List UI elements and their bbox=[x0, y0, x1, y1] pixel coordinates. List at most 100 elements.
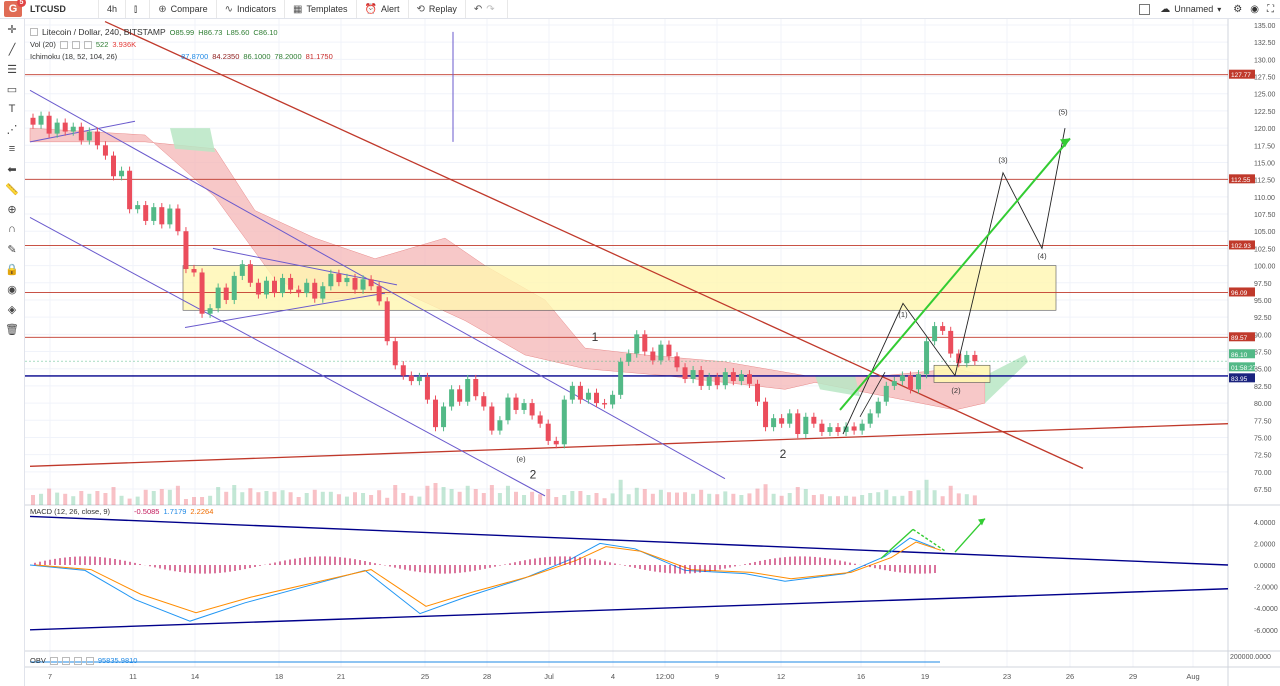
camera-icon[interactable]: ◉ bbox=[1250, 3, 1259, 15]
trash-icon[interactable]: 🗑 bbox=[5, 323, 19, 336]
candlesticks bbox=[30, 111, 978, 449]
candle-body bbox=[78, 126, 84, 141]
symbol-search[interactable]: LTCUSD bbox=[22, 0, 99, 18]
interval-button[interactable]: 4h bbox=[99, 0, 127, 18]
volume-bar bbox=[610, 493, 615, 505]
time-tick-label: 23 bbox=[1003, 672, 1011, 681]
crosshair-icon[interactable]: ✛ bbox=[7, 23, 17, 36]
templates-button[interactable]: ▦ Templates bbox=[285, 0, 357, 18]
vol-visibility-icon[interactable] bbox=[59, 40, 68, 49]
vol-close-icon[interactable] bbox=[83, 40, 92, 49]
candle-body bbox=[272, 280, 277, 294]
candle-body bbox=[481, 396, 487, 407]
rectangle-icon[interactable]: ▭ bbox=[6, 83, 18, 96]
pencil-lock-icon[interactable]: ✎ bbox=[7, 243, 17, 256]
price-chart[interactable]: 4.00002.00000.0000-2.0000-4.0000-6.0000 … bbox=[25, 19, 1280, 686]
layers-icon[interactable]: ◈ bbox=[7, 303, 17, 316]
undo-icon[interactable]: ↶ bbox=[473, 3, 483, 15]
volume-bar bbox=[505, 485, 510, 505]
magnet-icon[interactable]: ∩ bbox=[8, 223, 16, 235]
ichimoku-value-5: 81.1750 bbox=[305, 52, 333, 61]
vol-settings-icon[interactable] bbox=[71, 40, 80, 49]
channel-lower bbox=[29, 217, 546, 497]
volume-bar bbox=[183, 499, 188, 505]
layout-name[interactable]: Unnamed bbox=[1174, 4, 1214, 14]
candle-body bbox=[706, 376, 712, 386]
obv-more-icon[interactable] bbox=[85, 656, 94, 665]
fullscreen-icon[interactable]: ⛶ bbox=[1267, 3, 1274, 15]
price-tick-label: 100.00 bbox=[1254, 264, 1276, 271]
horizontal-levels bbox=[25, 31, 1228, 377]
candle-body bbox=[86, 131, 92, 141]
obv-settings-icon[interactable] bbox=[61, 656, 70, 665]
volume-bar bbox=[779, 495, 784, 505]
lock-icon[interactable]: 🔒 bbox=[5, 263, 19, 276]
candle-body bbox=[835, 427, 841, 432]
candle-body bbox=[795, 413, 801, 435]
candle-body bbox=[698, 370, 704, 386]
wave-label: (1) bbox=[898, 310, 908, 319]
text-icon[interactable]: T bbox=[8, 103, 16, 115]
volume-bar bbox=[87, 493, 92, 505]
candle-body bbox=[344, 277, 350, 283]
candle-body bbox=[199, 272, 205, 314]
alert-button[interactable]: ⏰ Alert bbox=[357, 0, 409, 18]
volume-bar bbox=[288, 492, 293, 505]
volume-bar bbox=[860, 495, 865, 505]
trendline-icon[interactable]: ╱ bbox=[8, 43, 16, 56]
volume-bar bbox=[256, 492, 261, 505]
arrow-left-icon[interactable]: ⬅ bbox=[7, 163, 17, 176]
zoom-icon[interactable]: ⊕ bbox=[7, 203, 17, 216]
wave-labels: (1) (2) (3) (4) (5) 1 2 (e) 2 bbox=[516, 107, 1068, 481]
volume-bar bbox=[192, 497, 196, 505]
volume-bar bbox=[401, 493, 406, 505]
candle-body bbox=[626, 353, 632, 362]
macd-trend-lower bbox=[29, 588, 1229, 631]
volume-bar bbox=[940, 496, 945, 505]
candle-body bbox=[972, 354, 978, 362]
fib-icon[interactable]: ≡ bbox=[8, 143, 16, 155]
candle-body bbox=[336, 273, 342, 283]
time-tick-label: 19 bbox=[921, 672, 929, 681]
volume-bar bbox=[626, 494, 631, 505]
candle-body bbox=[738, 374, 744, 382]
candle-body bbox=[940, 326, 946, 331]
collapse-icon[interactable] bbox=[30, 28, 38, 36]
candle-body bbox=[473, 379, 479, 397]
candle-body bbox=[561, 399, 567, 445]
volume-bar bbox=[135, 496, 140, 505]
gear-icon[interactable]: ⚙ bbox=[1233, 3, 1243, 15]
app-logo[interactable]: G 5 bbox=[4, 0, 26, 17]
undo-redo[interactable]: ↶ ↷ bbox=[466, 0, 508, 18]
compare-button[interactable]: ⊕ Compare bbox=[150, 0, 217, 18]
obv-close-icon[interactable] bbox=[73, 656, 82, 665]
redo-icon[interactable]: ↷ bbox=[486, 3, 495, 15]
obv-visibility-icon[interactable] bbox=[49, 656, 58, 665]
volume-bar bbox=[514, 491, 518, 505]
chart-style-button[interactable]: ⫾ bbox=[126, 0, 151, 18]
volume-bar bbox=[683, 492, 688, 505]
price-tick-label: 130.00 bbox=[1254, 57, 1276, 64]
volume-bar bbox=[956, 493, 961, 505]
pattern-icon[interactable]: ⋰ bbox=[6, 123, 18, 136]
volume-bar bbox=[361, 493, 366, 505]
signal-line bbox=[35, 541, 942, 614]
volume-bar bbox=[465, 485, 470, 505]
volume-bar bbox=[489, 485, 494, 505]
candle-body bbox=[102, 145, 108, 156]
candle-body bbox=[320, 286, 326, 299]
horizontal-lines-icon[interactable]: ☰ bbox=[7, 63, 17, 76]
main-legend: Litecoin / Dollar, 240, BITSTAMP O85.99 … bbox=[30, 27, 278, 37]
price-tick-label: 90.00 bbox=[1254, 332, 1272, 339]
ruler-icon[interactable]: 📏 bbox=[5, 183, 19, 196]
candle-body bbox=[465, 379, 471, 402]
compare-icon: ⊕ bbox=[158, 3, 167, 15]
candle-body bbox=[54, 122, 60, 134]
wave-label: (e) bbox=[516, 455, 526, 464]
indicators-button[interactable]: ∿ Indicators bbox=[217, 0, 286, 18]
replay-button[interactable]: ⟲ Replay bbox=[409, 0, 466, 18]
eye-icon[interactable]: ◉ bbox=[7, 283, 17, 296]
chevron-down-icon[interactable]: ▾ bbox=[1217, 4, 1222, 14]
layout-checkbox[interactable] bbox=[1139, 3, 1151, 15]
candle-body bbox=[457, 389, 463, 402]
